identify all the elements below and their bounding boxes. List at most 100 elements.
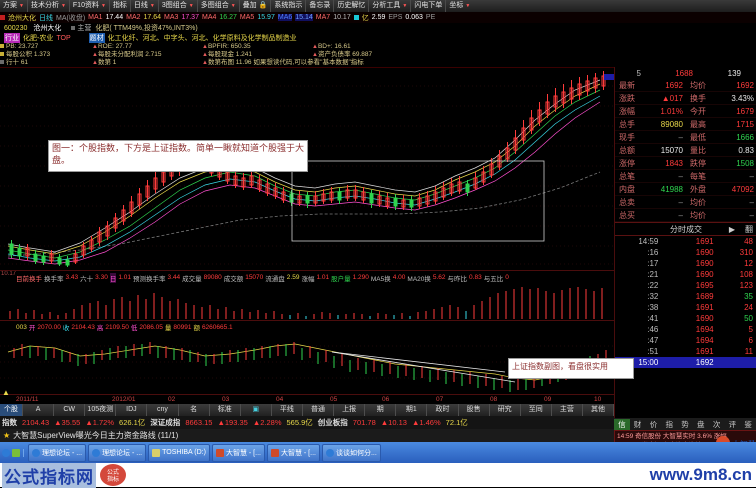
quote-panel[interactable]: 5 1688 139 最新 1692 均价 1692 涨跌 ▲017 换手 3.43% 涨幅… <box>614 67 756 438</box>
menu-item-6[interactable]: 多图组合 ▼ <box>196 0 239 12</box>
main-menu-bar[interactable]: 方案 ▼ 技术分析 ▼ F10资料 ▼ 指标 日线 ▼ 3图组合 ▼ 多图组合 ▼ 叠加 🔒 … <box>0 0 756 12</box>
menu-item-4[interactable]: 日线 ▼ <box>129 0 158 12</box>
fin-cell: ▲资产负债率 69.887 <box>312 51 372 59</box>
menu-item-10[interactable]: 历史解忆 <box>333 0 368 12</box>
fn-tab-15[interactable]: 股售 <box>459 404 490 416</box>
quote-tab-5[interactable]: 盘 <box>697 419 705 429</box>
quote-tab-3[interactable]: 指 <box>665 419 673 429</box>
quote-value: 1692 <box>665 80 683 90</box>
fn-tab-8[interactable]: ▣ <box>241 404 272 416</box>
tick-row-0[interactable]: 14:59 1691 48 <box>615 236 756 247</box>
menu-item-2[interactable]: F10资料 ▼ <box>68 0 109 12</box>
quote-tab-8[interactable]: 鉴 <box>744 419 752 429</box>
fn-tab-1[interactable]: A <box>23 404 55 416</box>
quick-launch-area[interactable] <box>2 448 24 457</box>
quote-value2: 47092 <box>731 184 754 194</box>
quote-tab-2[interactable]: 价 <box>649 419 658 429</box>
ie-icon[interactable] <box>2 448 10 457</box>
fn-tab-3[interactable]: 105夜测 <box>85 404 117 416</box>
tick-more-label[interactable]: 翻 <box>745 224 753 234</box>
news-marquee-bar[interactable]: ★ 大智慧SuperView曝光今日主力资金路线 (11/1) <box>0 429 614 442</box>
fn-tab-12[interactable]: 期 <box>365 404 397 416</box>
menu-item-9[interactable]: 备忘录 <box>305 0 333 12</box>
tick-row-10[interactable]: :51 1691 11 <box>615 346 756 357</box>
fn-tab-9[interactable]: 平线 <box>272 404 303 416</box>
news-text[interactable]: 大智慧SuperView曝光今日主力资金路线 (11/1) <box>13 431 179 440</box>
tick-row-1[interactable]: :16 1690 310 <box>615 247 756 258</box>
windows-taskbar[interactable]: 理想论坛 - ... 理想论坛 - ... TOSHIBA (D:) 大智慧 -… <box>0 442 756 463</box>
tick-row-3[interactable]: :21 1690 108 <box>615 269 756 280</box>
tick-vol: 11 <box>744 347 753 356</box>
index-ticker-bar[interactable]: 指数 2104.43 ▲35.55 ▲1.72% 626.1亿 深证成指 866… <box>0 416 614 429</box>
fn-tab-6[interactable]: 名 <box>179 404 210 416</box>
menu-item-8[interactable]: 系统指示 <box>270 0 305 12</box>
quote-tab-6[interactable]: 次 <box>712 419 721 429</box>
menu-item-11[interactable]: 分析工具 ▼ <box>368 0 410 12</box>
tick-row-2[interactable]: :17 1690 12 <box>615 258 756 269</box>
tick-vol: 310 <box>739 248 753 257</box>
turnover-chart-svg <box>9 287 603 319</box>
quote-value2: 1679 <box>736 106 754 116</box>
tick-vol: 48 <box>744 237 753 246</box>
index-chg-0: ▲35.55 <box>54 418 81 427</box>
menu-label: 指标 <box>112 2 127 9</box>
fin-label: ROE <box>97 43 113 50</box>
quote-tab-1[interactable]: 财 <box>633 419 642 429</box>
fn-tab-0[interactable]: 个股 <box>0 404 23 416</box>
menu-item-1[interactable]: 技术分析 ▼ <box>26 0 69 12</box>
taskbar-button-4[interactable]: 大智慧 - [... <box>266 443 320 462</box>
fn-tab-14[interactable]: 政时 <box>427 404 459 416</box>
turnover-bar-chart[interactable] <box>0 283 614 320</box>
fn-tab-5[interactable]: cny <box>147 404 179 416</box>
menu-item-12[interactable]: 闪电下单 <box>410 0 445 12</box>
tick-row-4[interactable]: :22 1695 123 <box>615 280 756 291</box>
tick-row-8[interactable]: :46 1694 5 <box>615 324 756 335</box>
fn-tab-10[interactable]: 普通 <box>303 404 335 416</box>
play-icon[interactable]: ▶ <box>728 224 735 234</box>
fin-cell: ▲每股现金 1.241 <box>202 51 312 59</box>
quote-footer-tabs[interactable]: 信 财 价 指 势 盘 次 评 鉴 <box>614 418 756 430</box>
function-tab-bar[interactable]: 个股 A CW 105夜测 IDJ cny 名 标准 ▣ 平线 普通 上报 期 … <box>0 404 615 416</box>
quote-value: 1843 <box>665 158 683 168</box>
menu-item-0[interactable]: 方案 ▼ <box>0 0 27 12</box>
ma7-value: 10.17 <box>333 14 351 21</box>
taskbar-button-2[interactable]: TOSHIBA (D:) <box>148 443 210 462</box>
quote-tab-7[interactable]: 评 <box>728 419 737 429</box>
fn-tab-18[interactable]: 主营 <box>552 404 583 416</box>
quote-row-5: 总额 15070 量比 0.83 <box>615 144 756 157</box>
fn-tab-4[interactable]: IDJ <box>116 404 148 416</box>
fn-tab-11[interactable]: 上报 <box>334 404 366 416</box>
tick-row-11[interactable]: 15:00 1692 <box>615 357 756 368</box>
fn-tab-2[interactable]: CW <box>54 404 86 416</box>
fn-tab-7[interactable]: 标准 <box>210 404 241 416</box>
menu-item-5[interactable]: 3图组合 ▼ <box>157 0 197 12</box>
fn-tab-17[interactable]: 至同 <box>521 404 552 416</box>
fin-value: 69.887 <box>352 51 373 58</box>
tick-row-6[interactable]: :38 1691 24 <box>615 302 756 313</box>
taskbar-button-1[interactable]: 理想论坛 - ... <box>88 443 147 462</box>
index-code: 003 <box>16 323 27 331</box>
menu-label: 日线 <box>133 2 148 9</box>
quote-tab-0[interactable]: 信 <box>614 418 630 430</box>
substrip-value: 89080 <box>203 274 222 281</box>
watermark-left-text: 公式指标网 <box>2 462 96 488</box>
taskbar-button-0[interactable]: 理想论坛 - ... <box>28 443 87 462</box>
taskbar-button-5[interactable]: 谈谈如何分... <box>321 443 381 462</box>
fn-tab-13[interactable]: 期1 <box>396 404 428 416</box>
fn-tab-19[interactable]: 其他 <box>583 404 615 416</box>
quote-tab-4[interactable]: 势 <box>681 419 689 429</box>
tick-row-5[interactable]: :32 1689 35 <box>615 291 756 302</box>
main-candlestick-chart[interactable]: 10.17 图一：个股指数，下方是上证指数。简单一瞅就知道个股强于大盘。 <box>0 67 614 277</box>
taskbar-label: 理想论坛 - ... <box>102 449 143 457</box>
tick-row-9[interactable]: :47 1694 6 <box>615 335 756 346</box>
fn-tab-16[interactable]: 研究 <box>490 404 521 416</box>
tick-list-title-bar[interactable]: 分时成交 ▶ 翻 <box>615 222 756 236</box>
tick-row-7[interactable]: :41 1690 50 <box>615 313 756 324</box>
taskbar-button-3[interactable]: 大智慧 - [... <box>211 443 265 462</box>
menu-item-7[interactable]: 叠加 🔒 <box>238 0 271 12</box>
menu-item-3[interactable]: 指标 <box>108 0 130 12</box>
fin-label: 行十 <box>6 59 19 66</box>
menu-item-13[interactable]: 坐标 ▼ <box>445 0 473 12</box>
date-label-4: 04 <box>276 396 284 403</box>
media-icon[interactable] <box>12 448 20 457</box>
